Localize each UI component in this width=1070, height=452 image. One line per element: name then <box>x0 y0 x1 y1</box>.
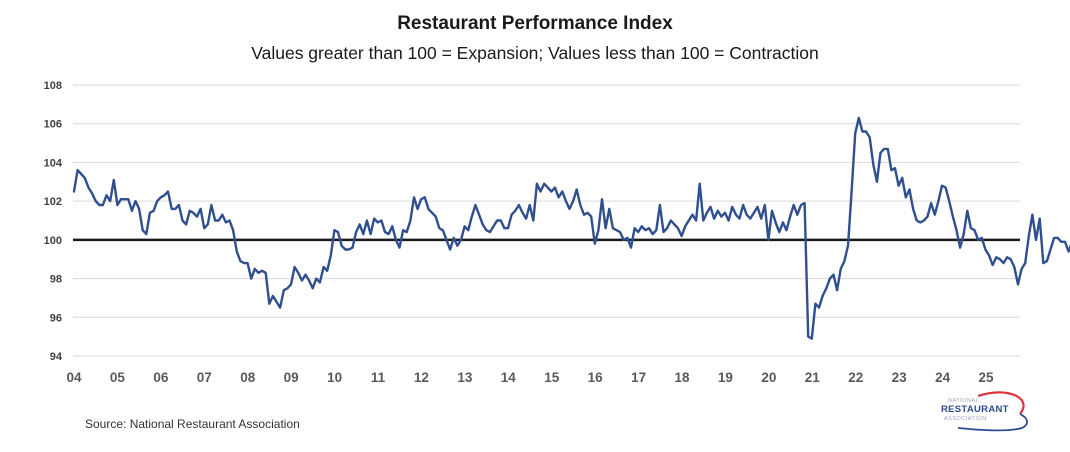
x-tick-label: 17 <box>631 370 646 385</box>
x-tick-label: 25 <box>979 370 995 385</box>
source-note: Source: National Restaurant Association <box>85 417 300 431</box>
x-tick-label: 06 <box>153 370 169 385</box>
x-tick-label: 11 <box>371 370 386 385</box>
x-tick-label: 08 <box>240 370 256 385</box>
chart-subtitle: Values greater than 100 = Expansion; Val… <box>251 43 819 63</box>
y-tick-label: 98 <box>50 274 62 286</box>
x-tick-label: 22 <box>848 370 863 385</box>
x-tick-label: 09 <box>284 370 299 385</box>
logo-text-association: ASSOCIATION <box>944 416 987 422</box>
x-tick-label: 16 <box>588 370 604 385</box>
y-tick-label: 100 <box>44 235 62 247</box>
x-tick-label: 21 <box>805 370 821 385</box>
logo-text-national: NATIONAL <box>948 398 980 404</box>
gridlines <box>73 84 1020 357</box>
x-tick-label: 24 <box>935 370 951 385</box>
x-tick-label: 15 <box>544 370 560 385</box>
x-tick-label: 05 <box>110 370 126 385</box>
x-tick-label: 12 <box>414 370 429 385</box>
y-tick-label: 102 <box>44 196 62 208</box>
x-tick-label: 19 <box>718 370 733 385</box>
x-tick-label: 13 <box>457 370 473 385</box>
x-axis: 04 05 06 07 08 09 10 11 12 13 14 15 16 17 18 19 20 21 22 23… <box>66 370 994 385</box>
x-tick-label: 23 <box>892 370 908 385</box>
nra-logo: NATIONAL RESTAURANT ASSOCIATION <box>938 388 1034 434</box>
logo-text-restaurant: RESTAURANT <box>941 404 1009 415</box>
y-tick-label: 104 <box>44 157 63 169</box>
y-tick-label: 108 <box>44 80 62 92</box>
y-tick-label: 94 <box>50 351 63 363</box>
x-tick-label: 14 <box>501 370 517 385</box>
y-tick-label: 96 <box>50 312 62 324</box>
y-axis: 108 106 104 102 100 98 96 94 <box>44 80 63 363</box>
x-tick-label: 18 <box>675 370 691 385</box>
y-tick-label: 106 <box>44 119 62 131</box>
x-tick-label: 10 <box>327 370 342 385</box>
series-line-rpi <box>72 116 1070 340</box>
x-tick-label: 07 <box>197 370 212 385</box>
x-tick-label: 04 <box>66 370 82 385</box>
logo-swoosh-icon <box>957 391 1028 432</box>
x-tick-label: 20 <box>761 370 776 385</box>
chart-title: Restaurant Performance Index <box>397 13 673 34</box>
